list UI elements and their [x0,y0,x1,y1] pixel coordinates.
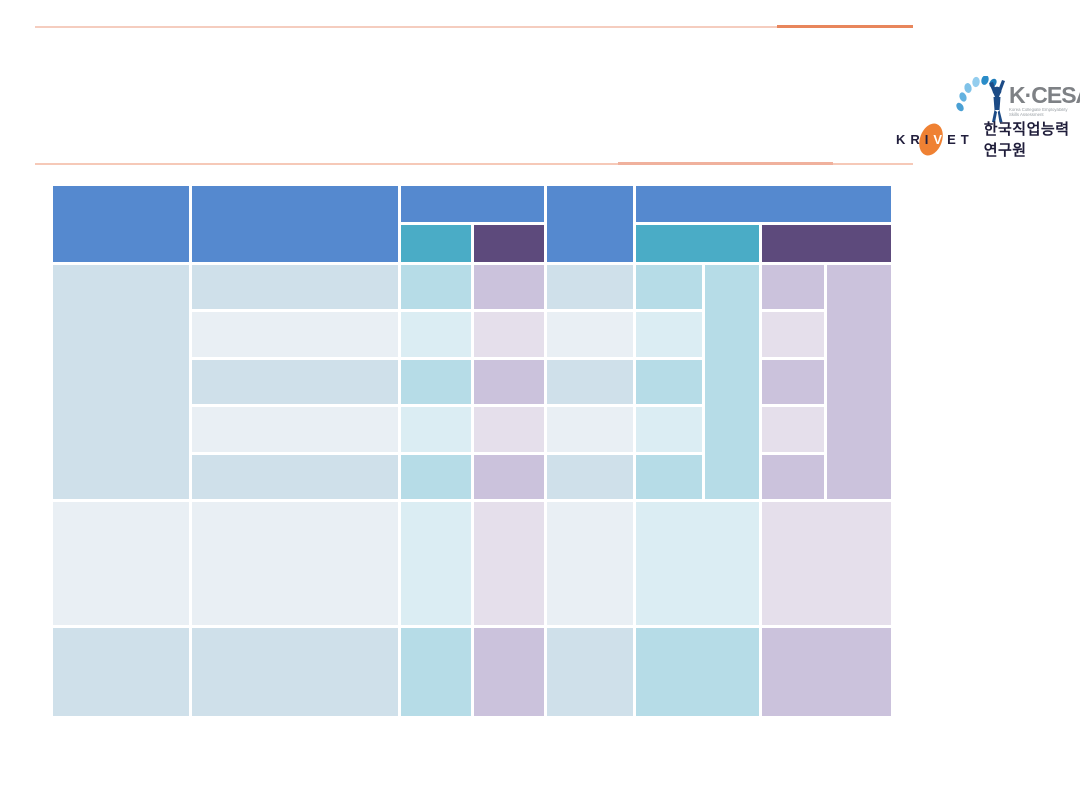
header-col5 [547,186,633,262]
sectionC-c6-merged [636,628,759,716]
cell-r5-c8 [762,455,824,499]
cell-r5-c2 [192,455,398,499]
cell-r2-c5 [547,312,633,357]
kcesa-figure-icon [956,76,1005,123]
cell-r4-c6 [636,407,702,452]
header-col1 [53,186,189,262]
cell-r2-c3 [401,312,471,357]
sectionC-c2 [192,628,398,716]
cell-r1-c4 [474,265,544,309]
cell-r3-c3 [401,360,471,404]
cell-r3-c5 [547,360,633,404]
sectionC-c4 [474,628,544,716]
bottom-rule-accent [618,162,833,165]
bodyA-col7-merged [705,265,759,499]
sectionB-c1 [53,502,189,625]
cell-r2-c6 [636,312,702,357]
cell-r2-c2 [192,312,398,357]
header-col2 [192,186,398,262]
top-rule [35,26,913,28]
sectionC-c8-merged [762,628,891,716]
sectionB-c8-merged [762,502,891,625]
krivet-org-name: 한국직업능력연구원 [983,121,1070,159]
kcesa-subtitle: Korea Collegiate Employability Skills As… [1009,108,1068,118]
bottom-rule [35,163,913,165]
bodyA-col9-merged [827,265,891,499]
cell-r5-c3 [401,455,471,499]
cell-r1-c8 [762,265,824,309]
sectionB-c6-merged [636,502,759,625]
cell-r3-c6 [636,360,702,404]
cell-r5-c6 [636,455,702,499]
cell-r4-c3 [401,407,471,452]
subheader-purple1 [474,225,544,262]
sectionB-c2 [192,502,398,625]
sectionB-c3 [401,502,471,625]
kcesa-logo: K·CESA Korea Collegiate Employability Sk… [953,76,1080,124]
cell-r2-c4 [474,312,544,357]
cell-r1-c6 [636,265,702,309]
cell-r3-c8 [762,360,824,404]
kcesa-wordmark: K·CESA Korea Collegiate Employability Sk… [1009,84,1080,121]
data-table [53,186,891,716]
cell-r1-c5 [547,265,633,309]
cell-r4-c5 [547,407,633,452]
kcesa-title: K·CESA [1009,82,1080,108]
cell-r4-c8 [762,407,824,452]
sectionC-c5 [547,628,633,716]
bodyA-col1-merged [53,265,189,499]
cell-r3-c2 [192,360,398,404]
sectionC-c3 [401,628,471,716]
sectionC-c1 [53,628,189,716]
sectionB-c5 [547,502,633,625]
top-rule-accent [777,25,913,28]
subheader-purple2 [762,225,891,262]
cell-r3-c4 [474,360,544,404]
cell-r5-c5 [547,455,633,499]
header-group2 [636,186,891,222]
cell-r2-c8 [762,312,824,357]
krivet-wordmark: KRIVET [896,119,974,159]
krivet-logo: KRIVET 한국직업능력연구원 [896,118,1080,160]
cell-r1-c2 [192,265,398,309]
subheader-teal2 [636,225,759,262]
cell-r4-c4 [474,407,544,452]
cell-r5-c4 [474,455,544,499]
cell-r1-c3 [401,265,471,309]
cell-r4-c2 [192,407,398,452]
subheader-teal1 [401,225,471,262]
header-group1 [401,186,544,222]
sectionB-c4 [474,502,544,625]
